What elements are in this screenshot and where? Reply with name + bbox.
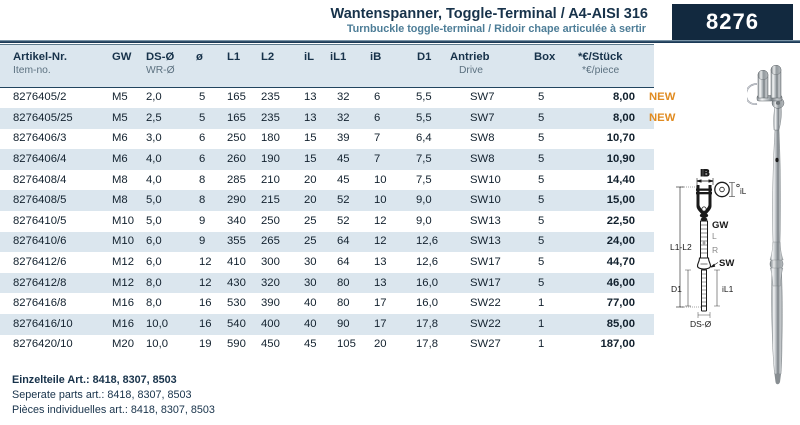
svg-text:SW: SW [719,258,734,269]
svg-text:L1-L2: L1-L2 [670,242,692,252]
svg-text:L: L [712,231,717,241]
svg-text:iL: iL [740,187,747,196]
svg-text:iB: iB [701,168,711,178]
svg-text:D1: D1 [671,284,682,294]
svg-text:DS-Ø: DS-Ø [690,319,712,329]
svg-text:GW: GW [712,220,728,231]
svg-text:R: R [712,245,718,255]
svg-text:iL1: iL1 [722,284,734,294]
